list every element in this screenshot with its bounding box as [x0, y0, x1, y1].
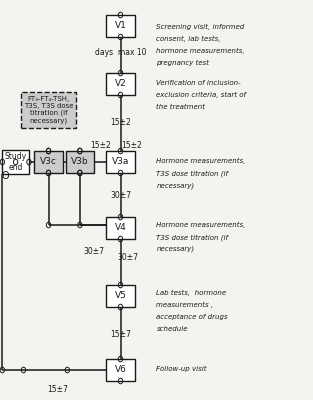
Text: 30±7: 30±7 [110, 192, 131, 200]
Text: 30±7: 30±7 [118, 254, 139, 262]
Text: consent, lab tests,: consent, lab tests, [156, 36, 221, 42]
Text: necessary): necessary) [156, 246, 195, 252]
Text: Lab tests,  hormone: Lab tests, hormone [156, 290, 227, 296]
FancyBboxPatch shape [106, 151, 135, 173]
Text: V4: V4 [115, 224, 126, 232]
Text: measurements ,: measurements , [156, 302, 214, 308]
Text: T3S dose titration (if: T3S dose titration (if [156, 170, 228, 177]
Text: 15±7: 15±7 [110, 330, 131, 339]
Text: Screening visit, informed: Screening visit, informed [156, 24, 245, 30]
Text: V5: V5 [115, 292, 126, 300]
Text: exclusion criteria, start of: exclusion criteria, start of [156, 92, 247, 98]
FancyBboxPatch shape [106, 285, 135, 307]
Text: FT₃-FT₄-TSH,
T3S, T3S dose
titration (if
necessary): FT₃-FT₄-TSH, T3S, T3S dose titration (if… [24, 96, 73, 124]
Text: acceptance of drugs: acceptance of drugs [156, 314, 228, 320]
Text: 30±7: 30±7 [83, 247, 105, 256]
Text: Study
end: Study end [5, 152, 27, 172]
FancyBboxPatch shape [21, 92, 76, 128]
Text: hormone measurements,: hormone measurements, [156, 48, 245, 54]
Text: schedule: schedule [156, 326, 188, 332]
FancyBboxPatch shape [2, 150, 29, 174]
Text: days  max 10: days max 10 [95, 48, 146, 57]
Text: V1: V1 [115, 22, 126, 30]
Text: V2: V2 [115, 80, 126, 88]
Text: Hormone measurements,: Hormone measurements, [156, 222, 246, 228]
Text: 15±7: 15±7 [48, 386, 68, 394]
Text: T3S dose titration (if: T3S dose titration (if [156, 234, 228, 241]
Text: V3b: V3b [71, 158, 89, 166]
Text: 15±2: 15±2 [90, 142, 110, 150]
Text: Follow-up visit: Follow-up visit [156, 366, 207, 372]
FancyBboxPatch shape [106, 217, 135, 239]
Text: the treatment: the treatment [156, 104, 206, 110]
Text: pregnancy test: pregnancy test [156, 60, 209, 66]
Text: Verification of inclusion-: Verification of inclusion- [156, 80, 241, 86]
FancyBboxPatch shape [106, 73, 135, 95]
FancyBboxPatch shape [106, 359, 135, 381]
Text: 15±2: 15±2 [110, 118, 131, 127]
Text: V6: V6 [115, 366, 126, 374]
Text: O: O [2, 171, 9, 181]
FancyBboxPatch shape [66, 151, 94, 173]
Text: necessary): necessary) [156, 182, 195, 188]
Text: Hormone measurements,: Hormone measurements, [156, 158, 246, 164]
Text: V3c: V3c [40, 158, 57, 166]
Text: V3a: V3a [112, 158, 129, 166]
FancyBboxPatch shape [34, 151, 63, 173]
FancyBboxPatch shape [106, 15, 135, 37]
Text: 15±2: 15±2 [121, 142, 142, 150]
